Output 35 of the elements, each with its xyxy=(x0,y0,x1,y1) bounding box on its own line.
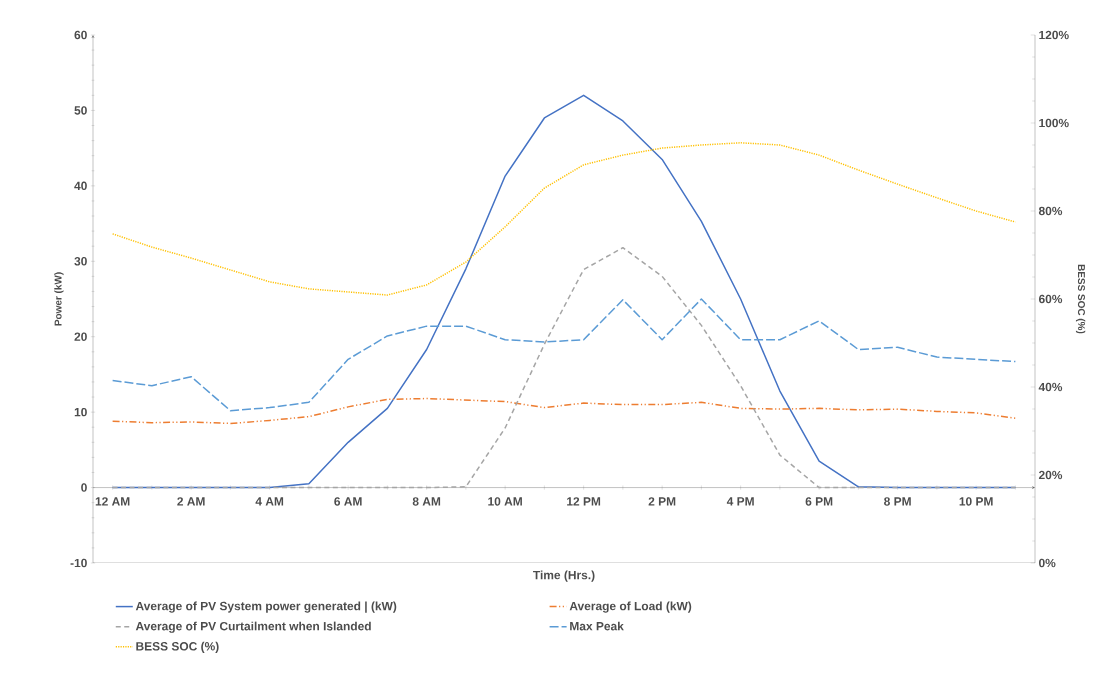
x-tick-label: 8 PM xyxy=(884,497,911,506)
y2-tick-label: 20% xyxy=(1038,470,1063,480)
y2-axis-title: BESS SOC (%) xyxy=(1075,264,1086,334)
y-tick-label: 0 xyxy=(81,483,87,492)
x-tick-label: 4 AM xyxy=(255,497,284,506)
y-tick-label: 20 xyxy=(74,332,87,341)
y-tick-label: 60 xyxy=(74,30,87,40)
x-tick-label: 2 PM xyxy=(648,497,676,506)
x-tick-label: 10 AM xyxy=(488,497,522,506)
x-tick-label: 12 PM xyxy=(567,497,601,506)
x-tick-label: 6 AM xyxy=(334,497,362,506)
y-tick-label: 30 xyxy=(74,257,87,266)
x-tick-label: 4 PM xyxy=(726,497,754,506)
legend-label: BESS SOC (%) xyxy=(136,641,219,653)
x-axis-title: Time (Hrs.) xyxy=(533,570,595,582)
y-tick-label: 40 xyxy=(74,181,87,191)
y2-tick-label: 60% xyxy=(1038,294,1063,304)
x-tick-label: 12 AM xyxy=(95,497,130,506)
y2-tick-label: 120% xyxy=(1039,30,1069,40)
x-tick-label: 10 PM xyxy=(959,497,993,506)
legend-label: Average of PV Curtailment when Islanded xyxy=(135,621,371,633)
y-tick-label: 50 xyxy=(74,106,87,115)
x-tick-label: 6 PM xyxy=(805,497,833,506)
y2-tick-label: 40% xyxy=(1038,382,1063,392)
y2-tick-label: 100% xyxy=(1039,118,1069,128)
legend-label: Average of Load (kW) xyxy=(569,601,692,613)
y2-tick-label: 0% xyxy=(1039,558,1056,568)
y-tick-label: 10 xyxy=(74,407,87,417)
x-tick-label: 8 AM xyxy=(412,497,441,506)
legend-label: Average of PV System power generated | (kW) xyxy=(135,601,397,613)
y2-tick-label: 80% xyxy=(1038,206,1063,216)
y-axis-title: Power (kW) xyxy=(54,272,64,326)
y-tick-label: -10 xyxy=(70,558,87,568)
x-tick-label: 2 AM xyxy=(177,497,205,506)
legend-label: Max Peak xyxy=(570,621,624,631)
